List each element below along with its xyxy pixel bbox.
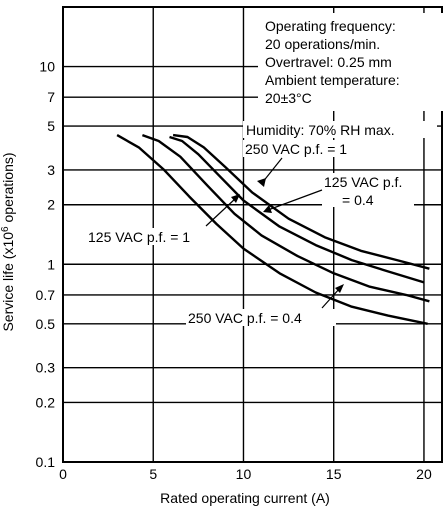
y-tick-label: 0.5 xyxy=(36,316,56,332)
label-bg-250-pf04 xyxy=(186,309,336,326)
y-axis-title-tail: operations) xyxy=(0,152,16,226)
humidity-note-background xyxy=(243,121,437,138)
x-tick-label: 0 xyxy=(59,466,67,482)
y-tick-label: 3 xyxy=(47,162,55,178)
leader-250vac-pf04 xyxy=(321,287,341,309)
arrow-125vac-pf1 xyxy=(231,194,240,203)
arrow-125vac-pf04 xyxy=(263,205,272,213)
x-tick-label: 10 xyxy=(236,466,252,482)
y-tick-label: 0.1 xyxy=(36,454,56,470)
y-tick-label: 7 xyxy=(47,89,55,105)
curve-label-125vac-pf1: 125 VAC p.f. = 1 xyxy=(88,229,190,245)
curve-label-250vac-pf04: 250 VAC p.f. = 0.4 xyxy=(188,310,302,326)
condition-line-1: Operating frequency: xyxy=(265,18,396,34)
y-tick-label: 0.2 xyxy=(36,394,56,410)
condition-line-5: 20±3°C xyxy=(265,90,312,106)
label-bg-125-pf04 xyxy=(322,173,414,207)
leader-125vac-pf1 xyxy=(205,197,237,227)
curves xyxy=(116,133,430,325)
y-tick-label: 1 xyxy=(47,256,55,272)
curve-label-125vac-pf04-value: = 0.4 xyxy=(342,192,374,208)
curve-labels: 250 VAC p.f. = 1 125 VAC p.f. = 0.4 125 … xyxy=(86,140,414,326)
y-axis-title-sup: 6 xyxy=(0,226,11,232)
conditions-note-background xyxy=(258,13,444,111)
y-tick-label: 0.3 xyxy=(36,360,56,376)
plot-border xyxy=(62,6,443,463)
y-tick-label: 10 xyxy=(39,59,55,75)
x-tick-label: 20 xyxy=(416,466,432,482)
plot-frame xyxy=(62,6,443,463)
x-tick-label: 5 xyxy=(149,466,157,482)
leader-125vac-pf04 xyxy=(267,189,323,211)
curve-label-125vac-pf04: 125 VAC p.f. xyxy=(324,174,402,190)
conditions-note: Operating frequency: 20 operations/min. … xyxy=(243,13,444,138)
y-tick-label: 2 xyxy=(47,197,55,213)
condition-line-4: Ambient temperature: xyxy=(265,72,400,88)
condition-line-3: Overtravel: 0.25 mm xyxy=(265,54,392,70)
curve-series-3 xyxy=(141,133,430,303)
grid xyxy=(63,7,442,462)
x-axis-title: Rated operating current (A) xyxy=(160,490,330,506)
curve-label-250vac-pf1: 250 VAC p.f. = 1 xyxy=(245,141,347,157)
x-tick-label: 15 xyxy=(326,466,342,482)
label-bg-125-pf1 xyxy=(86,228,216,245)
curve-series-4 xyxy=(116,134,428,325)
condition-line-6: Humidity: 70% RH max. xyxy=(246,122,395,138)
label-bg-250-pf1 xyxy=(243,140,361,157)
y-tick-label: 5 xyxy=(47,118,55,134)
y-axis-title-main: Service life (x10 xyxy=(0,232,16,332)
curve-series-2 xyxy=(172,133,430,270)
tick-labels: 0 5 10 15 20 10 7 5 3 2 1 0.7 0.5 0.3 0.2 0.1 xyxy=(36,59,432,482)
arrow-250vac-pf1 xyxy=(257,178,266,187)
arrow-250vac-pf04 xyxy=(335,284,344,293)
curve-series-1 xyxy=(169,135,425,284)
condition-line-2: 20 operations/min. xyxy=(265,36,380,52)
y-tick-label: 0.7 xyxy=(36,287,56,303)
y-axis-title: Service life (x106 operations) xyxy=(0,152,16,331)
